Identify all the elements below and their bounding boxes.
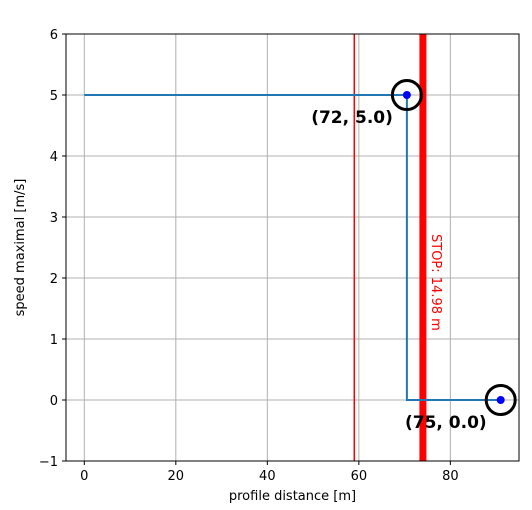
- point-annotation: (75, 0.0): [405, 413, 487, 433]
- markers: (72, 5.0) (75, 0.0): [311, 79, 517, 433]
- data-point: [402, 91, 411, 99]
- point-annotation: (72, 5.0): [311, 108, 393, 128]
- y-axis-label: speed maximal [m/s]: [13, 179, 28, 317]
- x-axis-label: profile distance [m]: [229, 489, 356, 504]
- y-tick-label: −1: [39, 455, 58, 470]
- y-tick-label: 6: [50, 28, 58, 43]
- highlight-circle: [484, 384, 517, 416]
- series: [84, 94, 501, 401]
- speed-profile-line: [84, 94, 501, 401]
- y-tick-label: 4: [50, 150, 58, 165]
- data-point: [496, 396, 505, 404]
- highlight-circle: [390, 79, 423, 111]
- x-tick-label: 80: [442, 469, 459, 484]
- stop-label: STOP: 14.98 m: [428, 234, 443, 331]
- grid: [66, 33, 519, 462]
- vertical-lines: STOP: 14.98 m: [353, 34, 443, 461]
- x-tick-label: 40: [259, 469, 276, 484]
- x-tick-label: 0: [80, 469, 88, 484]
- y-tick-label: 0: [50, 394, 58, 409]
- y-tick-label: 1: [50, 333, 58, 348]
- y-tick-label: 2: [50, 272, 58, 287]
- x-tick-label: 60: [351, 469, 368, 484]
- ticks: 0 20 40 60 80 −1 0 1 2 3 4 5 6: [39, 28, 459, 484]
- y-tick-label: 3: [50, 211, 58, 226]
- plot-frame: [65, 33, 520, 462]
- x-tick-label: 20: [168, 469, 185, 484]
- y-tick-label: 5: [50, 89, 58, 104]
